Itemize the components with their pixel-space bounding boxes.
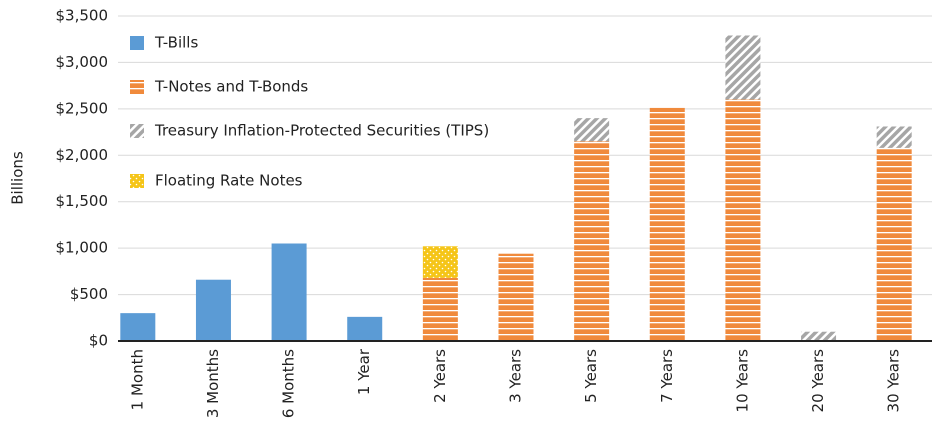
legend-label: T-Notes and T-Bonds (154, 78, 308, 96)
x-tick-label: 3 Months (204, 349, 222, 418)
bar-segment (347, 316, 383, 341)
y-tick-label: $1,500 (56, 192, 109, 210)
bar-segment (120, 313, 156, 341)
x-tick-label: 5 Years (582, 349, 600, 403)
legend-swatch (130, 124, 144, 138)
legend-swatch (130, 80, 144, 94)
x-tick-label: 2 Years (431, 349, 449, 403)
x-tick-label: 6 Months (280, 349, 298, 418)
bar-segment (801, 331, 837, 341)
bar-segment (876, 126, 912, 148)
bar-segment (725, 35, 761, 100)
y-tick-label: $2,000 (56, 146, 109, 164)
bar-segment (422, 277, 458, 341)
y-tick-label: $3,500 (56, 7, 109, 25)
legend-swatch (130, 36, 144, 50)
bar-segment (498, 253, 534, 341)
x-tick-label: 10 Years (733, 349, 751, 413)
bar-segment (725, 99, 761, 341)
x-tick-label: 3 Years (507, 349, 525, 403)
bar-segment (876, 147, 912, 341)
legend-swatch (130, 174, 144, 188)
y-tick-label: $0 (89, 332, 108, 350)
bar-segment (271, 243, 307, 341)
bar-segment (422, 246, 458, 278)
bar-segment (195, 279, 231, 341)
x-tick-label: 20 Years (809, 349, 827, 413)
y-tick-label: $2,500 (56, 99, 109, 117)
y-tick-label: $500 (70, 285, 108, 303)
legend-label: Floating Rate Notes (155, 172, 303, 190)
bar-segment (649, 107, 685, 341)
legend-label: Treasury Inflation-Protected Securities … (154, 122, 489, 140)
y-axis-label: Billions (9, 151, 27, 205)
bar-segment (574, 141, 610, 341)
x-tick-label: 1 Month (128, 349, 146, 410)
bar-segment (574, 118, 610, 142)
x-tick-label: 1 Year (355, 348, 373, 395)
legend-label: T-Bills (154, 34, 198, 52)
y-tick-label: $1,000 (56, 239, 109, 257)
x-tick-label: 30 Years (885, 349, 903, 413)
x-tick-label: 7 Years (658, 349, 676, 403)
y-tick-label: $3,000 (56, 53, 109, 71)
